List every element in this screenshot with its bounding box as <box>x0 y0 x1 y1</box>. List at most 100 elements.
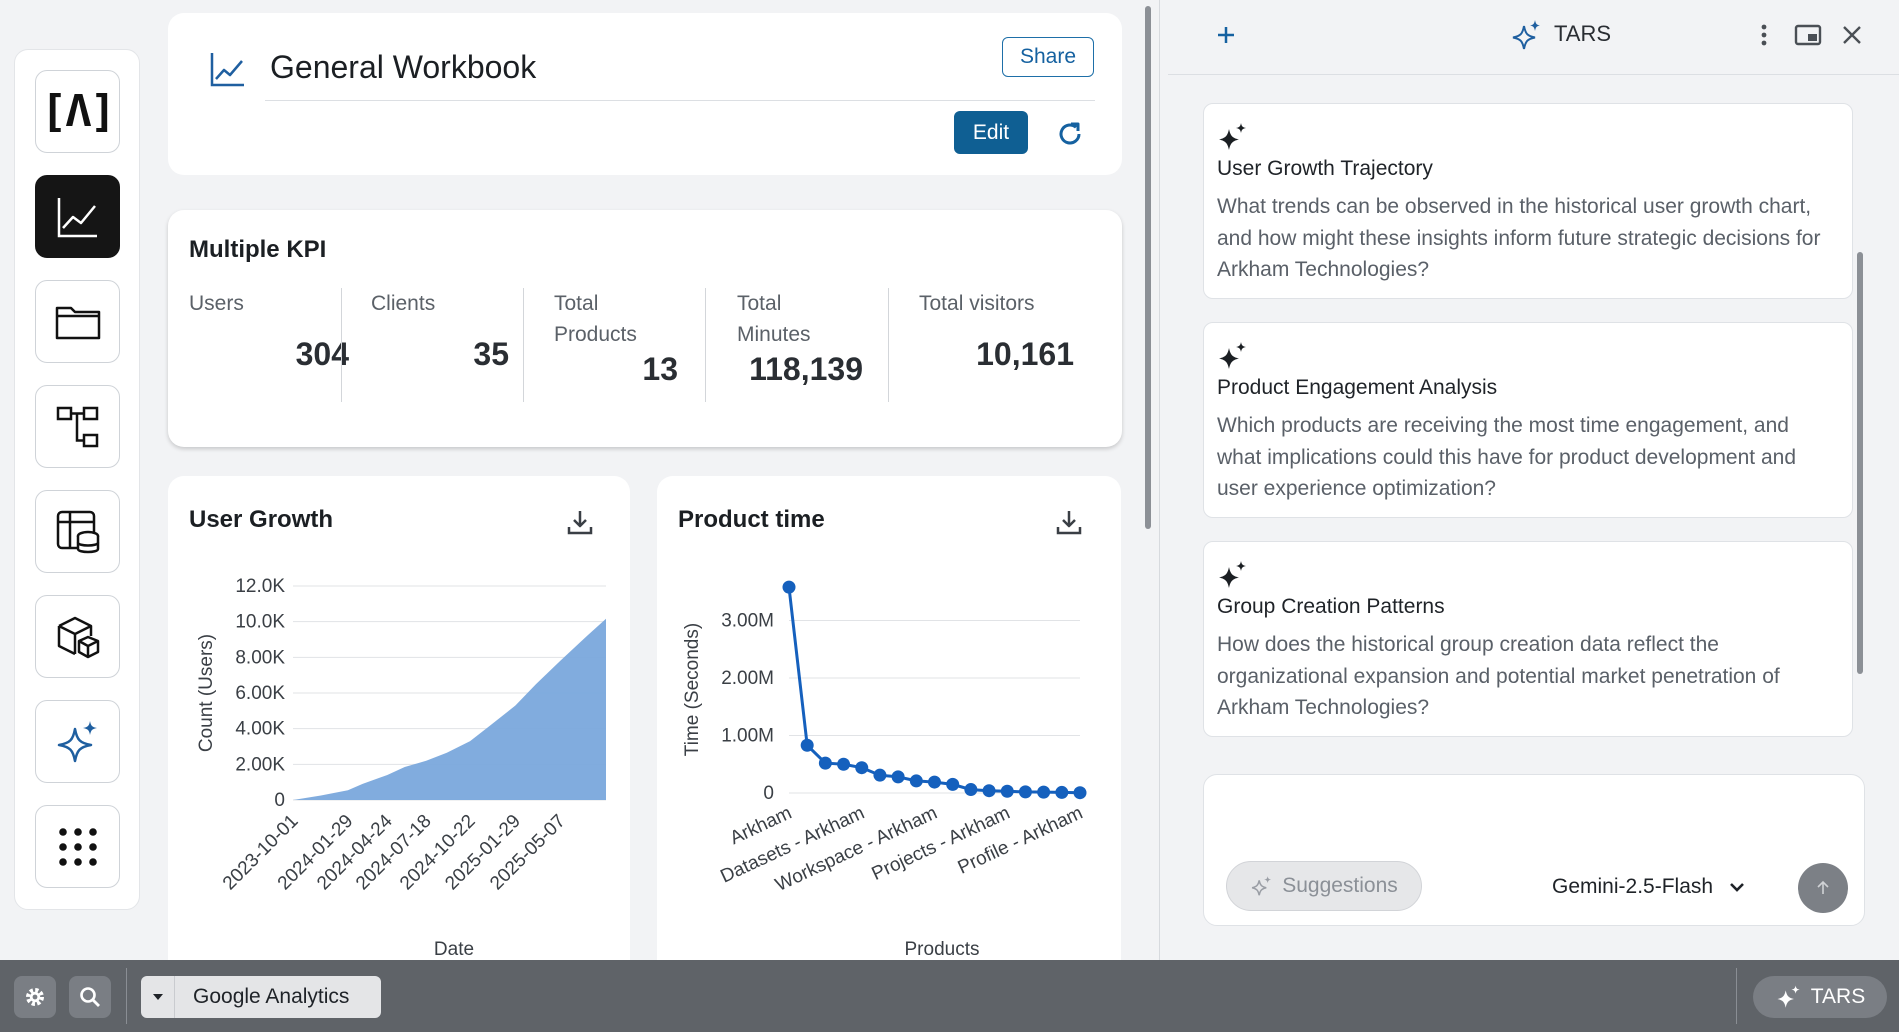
edit-button[interactable]: Edit <box>954 111 1028 154</box>
product-time-point <box>837 757 851 771</box>
packages-nav-button[interactable] <box>35 595 120 678</box>
workflow-nav-button[interactable] <box>35 385 120 468</box>
product-time-point <box>964 783 978 797</box>
main-scrollbar[interactable] <box>1145 6 1151 529</box>
x-axis-title: Date <box>434 939 474 960</box>
kpi-separator <box>888 288 889 402</box>
tars-panel-header: TARS <box>1168 0 1899 75</box>
refresh-button[interactable] <box>1052 116 1088 152</box>
download-icon[interactable] <box>1053 506 1085 538</box>
suggestions-button[interactable]: Suggestions <box>1226 861 1422 911</box>
y-tick-label: 0 <box>763 783 774 804</box>
product-time-card: Product time 0 1.00M 2.00M 3.00M Arkham Datas… <box>657 476 1121 996</box>
product-time-point <box>909 774 923 788</box>
kpi-label: Total Products <box>554 292 637 346</box>
chat-composer[interactable]: Suggestions Gemini-2.5-Flash <box>1203 774 1865 926</box>
settings-button[interactable] <box>14 976 56 1018</box>
download-icon[interactable] <box>564 506 596 538</box>
product-time-point <box>800 738 814 752</box>
product-time-point <box>1037 785 1051 799</box>
app-menu-toggle[interactable] <box>141 976 175 1018</box>
kpi-value: 13 <box>642 351 678 387</box>
suggestion-card[interactable]: Group Creation Patterns How does the his… <box>1203 541 1853 737</box>
workbook-chart-icon <box>210 53 244 87</box>
search-button[interactable] <box>69 976 111 1018</box>
product-time-point <box>782 580 796 594</box>
apps-nav-button[interactable] <box>35 805 120 888</box>
left-rail: [Λ] <box>14 49 140 910</box>
product-time-point <box>855 761 869 775</box>
product-time-line <box>787 587 1081 795</box>
kpi-total-visitors: Total visitors 10,161 <box>919 288 1074 402</box>
model-select[interactable]: Gemini-2.5-Flash <box>1552 875 1747 899</box>
packages-icon <box>57 616 99 658</box>
taskbar-app-label: Google Analytics <box>193 985 350 1008</box>
suggestion-card[interactable]: Product Engagement Analysis Which produc… <box>1203 322 1853 518</box>
sparkles-icon <box>1252 876 1272 896</box>
y-tick-label: 1.00M <box>721 726 774 747</box>
kpi-total-minutes: Total Minutes 118,139 <box>737 288 863 402</box>
kpi-label: Clients <box>371 292 436 315</box>
taskbar-app-google-analytics[interactable]: Google Analytics <box>141 976 381 1018</box>
new-chat-plus-icon[interactable] <box>1211 20 1241 50</box>
panel-scrollbar[interactable] <box>1857 252 1863 674</box>
sparkles-icon <box>1219 342 1246 369</box>
sparkles-icon <box>1219 561 1246 588</box>
product-time-point <box>873 768 887 782</box>
panel-divider <box>1159 0 1160 960</box>
product-time-point <box>1073 786 1087 800</box>
y-tick-label: 12.0K <box>235 576 285 597</box>
kpi-users: Users 304 <box>189 288 349 402</box>
kpi-value: 304 <box>295 336 349 372</box>
kpi-label: Users <box>189 292 244 315</box>
kpi-separator <box>705 288 706 402</box>
workbook-nav-button[interactable] <box>35 175 120 258</box>
ai-nav-button[interactable] <box>35 700 120 783</box>
user-growth-chart: 02.00K4.00K6.00K8.00K10.0K12.0K2023-10-0… <box>196 576 606 960</box>
x-tick-label: Profile - Arkham <box>955 802 1086 878</box>
header-divider <box>265 100 1095 101</box>
search-icon <box>80 987 100 1007</box>
product-time-point <box>928 775 941 789</box>
chart-title: User Growth <box>189 506 334 533</box>
y-tick-label: 6.00K <box>235 683 285 704</box>
suggestion-body: What trends can be observed in the histo… <box>1217 195 1821 281</box>
picture-in-picture-icon[interactable] <box>1793 20 1823 50</box>
kpi-value: 35 <box>473 336 509 372</box>
folder-nav-button[interactable] <box>35 280 120 363</box>
share-button[interactable]: Share <box>1002 37 1094 77</box>
product-time-point <box>891 770 905 784</box>
product-time-point <box>1055 785 1069 799</box>
page-title: General Workbook <box>270 49 537 85</box>
y-tick-label: 2.00M <box>721 668 774 689</box>
suggestion-body: How does the historical group creation d… <box>1217 633 1780 719</box>
tars-sparkles-icon <box>1512 20 1540 50</box>
kpi-clients: Clients 35 <box>371 288 509 402</box>
suggestions-label: Suggestions <box>1282 874 1398 897</box>
refresh-icon <box>1059 122 1081 145</box>
tars-launcher-button[interactable]: TARS <box>1753 976 1887 1018</box>
suggestion-card[interactable]: User Growth Trajectory What trends can b… <box>1203 103 1853 299</box>
y-tick-label: 0 <box>274 790 285 811</box>
data-nav-button[interactable] <box>35 490 120 573</box>
product-time-point <box>1018 785 1032 799</box>
close-icon[interactable] <box>1837 20 1867 50</box>
tars-panel-title: TARS <box>1554 21 1612 46</box>
suggestion-title: Group Creation Patterns <box>1217 595 1445 618</box>
kpi-separator <box>341 288 342 402</box>
y-axis-title: Time (Seconds) <box>682 623 703 756</box>
user-growth-card: User Growth 0 2.00K 4.00K 6.00K 8.00K 10.0K 12… <box>168 476 630 996</box>
y-tick-label: 3.00M <box>721 611 774 632</box>
tars-panel: TARS User Growth Trajectory What trends … <box>1160 0 1899 960</box>
folder-icon <box>55 306 100 339</box>
workflow-icon <box>56 406 98 447</box>
kpi-title: Multiple KPI <box>189 236 327 263</box>
caret-down-icon <box>152 994 163 1000</box>
model-select-value: Gemini-2.5-Flash <box>1552 875 1714 898</box>
kpi-total-products: Total Products 13 <box>554 288 678 402</box>
send-button[interactable] <box>1798 863 1848 913</box>
sparkles-icon <box>1777 985 1800 1008</box>
more-options-icon[interactable] <box>1749 20 1779 50</box>
logo-button[interactable]: [Λ] <box>35 70 120 153</box>
product-time-point <box>1000 784 1014 798</box>
